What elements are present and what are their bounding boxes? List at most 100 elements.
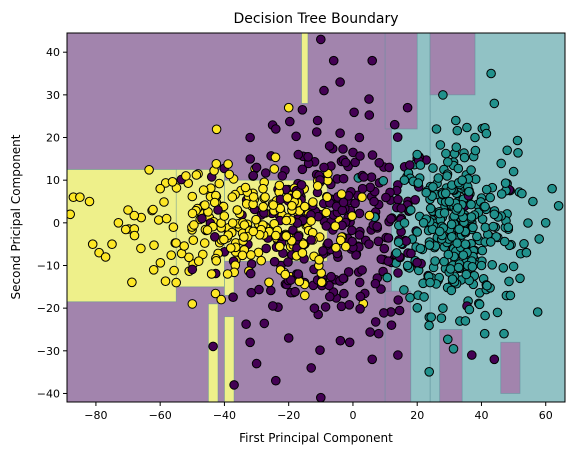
point-class-2 bbox=[467, 262, 478, 272]
x-axis-label: First Principal Component bbox=[239, 431, 393, 445]
point-class-2 bbox=[428, 163, 438, 173]
point-class-0 bbox=[393, 194, 403, 205]
point-class-1 bbox=[222, 269, 233, 279]
point-class-0 bbox=[338, 173, 349, 184]
point-class-0 bbox=[288, 225, 298, 235]
point-class-2 bbox=[436, 313, 447, 324]
point-class-2 bbox=[481, 128, 492, 139]
point-class-0 bbox=[364, 110, 375, 120]
point-class-2 bbox=[489, 98, 500, 109]
point-class-1 bbox=[246, 250, 256, 260]
point-class-1 bbox=[160, 276, 171, 287]
point-class-2 bbox=[503, 222, 514, 233]
point-class-0 bbox=[285, 116, 295, 127]
point-class-1 bbox=[136, 243, 146, 254]
point-class-1 bbox=[316, 277, 327, 288]
point-class-2 bbox=[480, 310, 490, 321]
point-class-0 bbox=[319, 85, 329, 96]
point-class-1 bbox=[219, 234, 229, 245]
point-class-1 bbox=[179, 241, 189, 251]
point-class-0 bbox=[316, 392, 326, 402]
point-class-1 bbox=[223, 159, 233, 169]
point-class-0 bbox=[260, 168, 271, 178]
point-class-2 bbox=[512, 135, 523, 146]
point-class-2 bbox=[421, 187, 432, 198]
point-class-0 bbox=[335, 335, 346, 346]
point-class-1 bbox=[224, 169, 235, 180]
point-class-0 bbox=[293, 149, 304, 160]
region-purple-5 bbox=[500, 341, 521, 394]
point-class-2 bbox=[482, 280, 492, 291]
point-class-2 bbox=[540, 218, 551, 228]
point-class-1 bbox=[239, 220, 250, 230]
point-class-1 bbox=[144, 165, 154, 175]
point-class-2 bbox=[443, 249, 454, 260]
chart-title: Decision Tree Boundary bbox=[233, 11, 398, 27]
point-class-2 bbox=[452, 203, 463, 213]
point-class-0 bbox=[283, 333, 294, 343]
point-class-2 bbox=[468, 222, 478, 233]
point-class-1 bbox=[168, 222, 179, 232]
point-class-0 bbox=[365, 327, 375, 337]
point-class-1 bbox=[216, 294, 226, 305]
point-class-0 bbox=[197, 213, 207, 224]
point-class-2 bbox=[458, 250, 469, 260]
point-class-2 bbox=[454, 224, 465, 234]
point-class-0 bbox=[337, 205, 348, 216]
point-class-2 bbox=[434, 226, 445, 237]
point-class-0 bbox=[335, 128, 345, 138]
x-tick-label: −40 bbox=[213, 409, 236, 422]
point-class-0 bbox=[412, 257, 422, 268]
point-class-1 bbox=[161, 213, 172, 224]
point-class-1 bbox=[84, 196, 95, 207]
point-class-2 bbox=[425, 277, 435, 288]
point-class-1 bbox=[271, 230, 281, 241]
point-class-0 bbox=[259, 318, 270, 329]
point-class-1 bbox=[227, 192, 238, 202]
point-class-0 bbox=[319, 162, 329, 173]
point-class-2 bbox=[504, 276, 514, 287]
point-class-2 bbox=[435, 140, 446, 150]
point-class-2 bbox=[393, 237, 404, 247]
point-class-1 bbox=[211, 159, 222, 169]
point-class-2 bbox=[460, 239, 471, 249]
point-class-1 bbox=[87, 239, 98, 249]
point-class-0 bbox=[350, 198, 360, 209]
point-class-1 bbox=[211, 124, 222, 135]
point-class-1 bbox=[67, 209, 75, 220]
point-class-0 bbox=[326, 271, 336, 282]
point-class-0 bbox=[261, 243, 272, 254]
point-class-1 bbox=[282, 193, 293, 203]
point-class-2 bbox=[466, 199, 476, 210]
point-class-0 bbox=[321, 221, 332, 231]
point-class-2 bbox=[486, 68, 496, 79]
y-tick-label: 10 bbox=[46, 174, 60, 187]
point-class-2 bbox=[553, 201, 564, 211]
point-class-0 bbox=[293, 269, 304, 279]
point-class-0 bbox=[316, 34, 326, 45]
point-class-1 bbox=[148, 204, 158, 215]
point-class-2 bbox=[508, 261, 519, 272]
point-class-1 bbox=[248, 226, 259, 237]
point-class-1 bbox=[281, 231, 292, 241]
point-class-0 bbox=[306, 363, 317, 373]
point-class-2 bbox=[424, 367, 435, 377]
point-class-0 bbox=[245, 268, 256, 279]
y-tick-label: 0 bbox=[53, 217, 60, 230]
point-class-2 bbox=[528, 196, 538, 207]
point-class-2 bbox=[443, 334, 453, 345]
point-class-0 bbox=[296, 180, 307, 190]
point-class-1 bbox=[187, 299, 198, 309]
point-class-2 bbox=[472, 231, 482, 242]
point-class-2 bbox=[439, 208, 450, 218]
point-class-1 bbox=[129, 230, 140, 241]
point-class-2 bbox=[444, 196, 455, 207]
point-class-1 bbox=[314, 254, 324, 265]
point-class-2 bbox=[430, 256, 440, 266]
point-class-2 bbox=[440, 188, 451, 199]
point-class-2 bbox=[412, 227, 423, 237]
point-class-1 bbox=[171, 277, 181, 288]
point-class-2 bbox=[391, 248, 402, 258]
point-class-2 bbox=[413, 178, 424, 188]
point-class-1 bbox=[331, 242, 341, 253]
